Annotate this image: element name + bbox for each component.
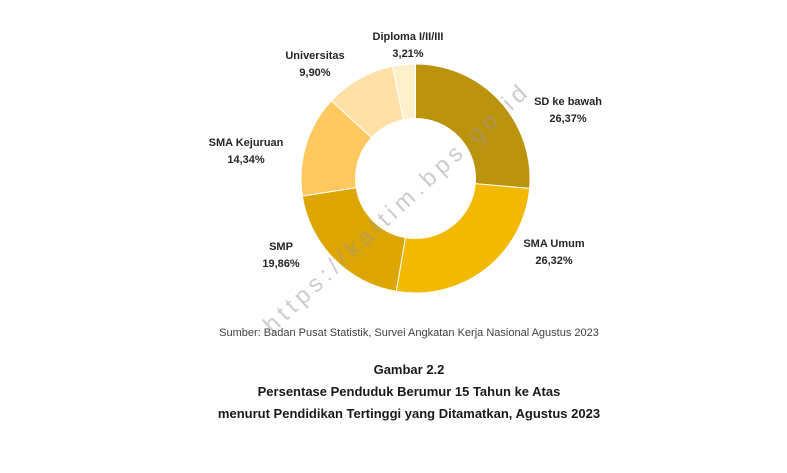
- slice-smp: [301, 187, 406, 292]
- slice-label-sma-kejuruan: SMA Kejuruan 14,34%: [209, 137, 284, 166]
- slice-category-label: SD ke bawah: [534, 96, 602, 108]
- slice-label-diploma-i-ii-iii: Diploma I/II/III 3,21%: [373, 31, 444, 60]
- slice-labels: SD ke bawah 26,37% SMA Umum 26,32% SMP 19,86%…: [209, 31, 603, 270]
- slice-category-label: SMA Umum: [523, 238, 585, 250]
- figure-title-line-2: menurut Pendidikan Tertinggi yang Ditama…: [217, 406, 601, 421]
- slice-label-sd-ke-bawah: SD ke bawah 26,37%: [534, 96, 602, 125]
- slice-category-label: Universitas: [285, 50, 344, 62]
- slice-value-label: 3,21%: [392, 48, 423, 60]
- slice-label-smp: SMP 19,86%: [262, 241, 300, 270]
- slice-value-label: 26,32%: [535, 255, 573, 267]
- slice-category-label: SMA Kejuruan: [209, 137, 284, 149]
- figure-title-line-1: Persentase Penduduk Berumur 15 Tahun ke …: [257, 384, 561, 399]
- slice-value-label: 14,34%: [227, 154, 265, 166]
- slice-sd-ke-bawah: [415, 63, 531, 189]
- slice-label-universitas: Universitas 9,90%: [285, 50, 344, 79]
- slice-diploma-i-ii-iii: [391, 63, 416, 121]
- source-note: Sumber: Badan Pusat Statistik, Survei An…: [219, 327, 599, 339]
- slice-label-sma-umum: SMA Umum 26,32%: [523, 238, 585, 267]
- slice-category-label: Diploma I/II/III: [373, 31, 444, 43]
- slice-category-label: SMP: [269, 241, 293, 253]
- slice-value-label: 9,90%: [299, 67, 330, 79]
- slice-value-label: 19,86%: [262, 258, 300, 270]
- donut-slices: [300, 63, 531, 294]
- slice-value-label: 26,37%: [549, 113, 587, 125]
- figure-number: Gambar 2.2: [373, 362, 445, 377]
- slice-sma-umum: [395, 183, 531, 294]
